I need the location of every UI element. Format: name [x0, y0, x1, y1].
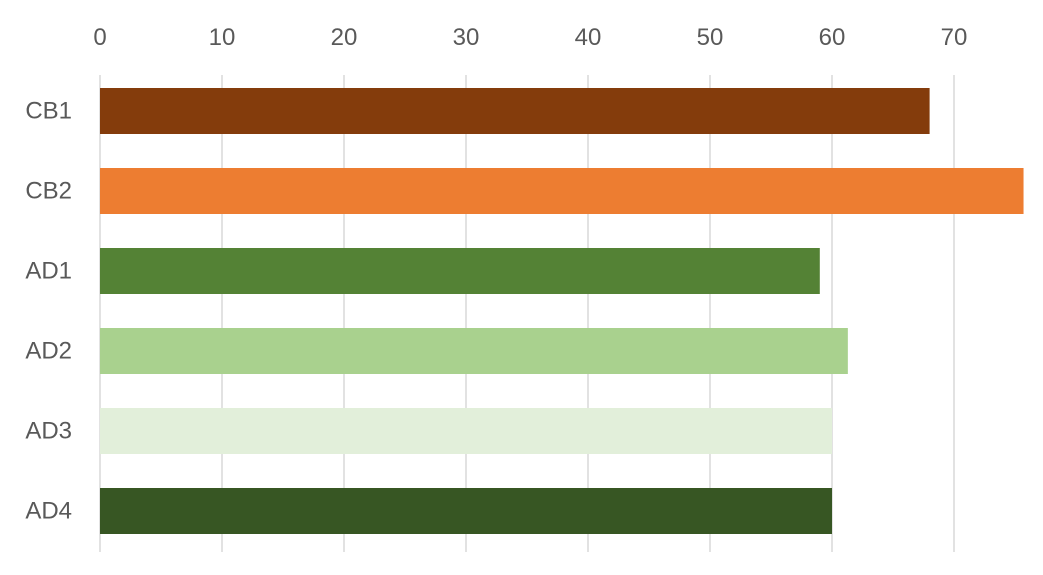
category-label-ad2: AD2: [25, 338, 72, 365]
category-label-cb1: CB1: [25, 98, 72, 125]
x-tick-label: 50: [697, 24, 724, 51]
bars: [100, 88, 1024, 534]
x-tick-label: 30: [453, 24, 480, 51]
bar-cb2: [100, 168, 1024, 214]
x-axis-ticks: 0 10 20 30 40 50 60 70: [93, 24, 967, 51]
category-label-ad4: AD4: [25, 498, 72, 525]
x-tick-label: 10: [209, 24, 236, 51]
bar-ad3: [100, 408, 832, 454]
bar-ad2: [100, 328, 848, 374]
bar-cb1: [100, 88, 930, 134]
category-label-ad3: AD3: [25, 418, 72, 445]
category-label-cb2: CB2: [25, 178, 72, 205]
category-label-ad1: AD1: [25, 258, 72, 285]
gridlines: [99, 75, 955, 552]
x-tick-label: 0: [93, 24, 106, 51]
x-tick-label: 60: [819, 24, 846, 51]
category-labels: CB1 CB2 AD1 AD2 AD3 AD4: [25, 98, 72, 525]
x-tick-label: 70: [941, 24, 968, 51]
bar-ad1: [100, 248, 820, 294]
x-tick-label: 40: [575, 24, 602, 51]
bar-ad4: [100, 488, 832, 534]
x-tick-label: 20: [331, 24, 358, 51]
